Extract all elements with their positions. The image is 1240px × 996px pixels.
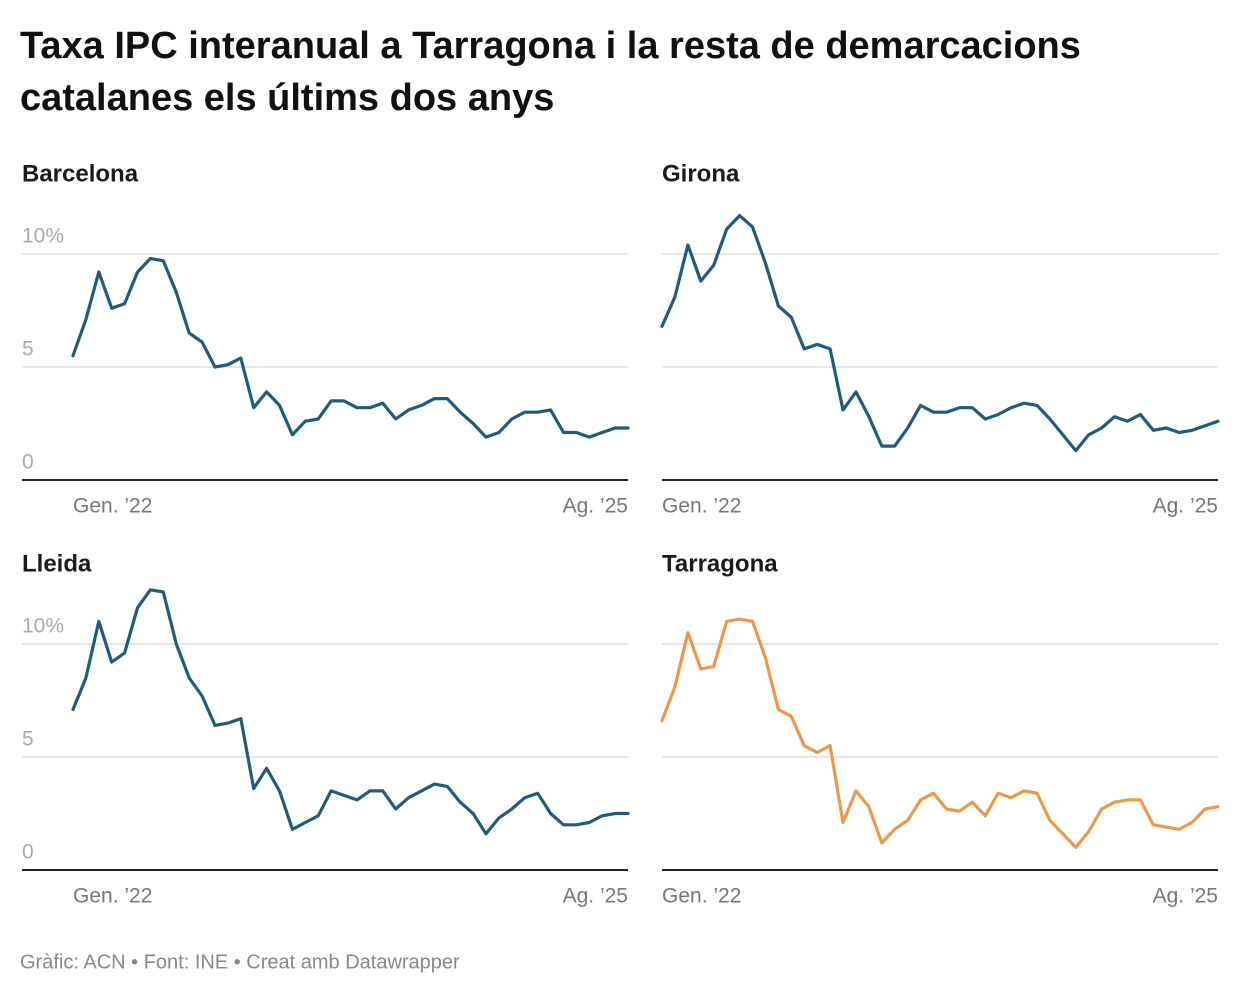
x-tick-label: Ag. ’25	[563, 495, 628, 518]
page-title: Taxa IPC interanual a Tarragona i la res…	[20, 25, 1081, 119]
x-tick-label: Gen. ’22	[662, 495, 741, 518]
y-tick-label: 0	[22, 451, 34, 474]
series-line	[660, 214, 1220, 453]
x-tick-label: Gen. ’22	[662, 885, 741, 908]
series-line	[71, 256, 630, 439]
y-tick-label: 5	[22, 338, 34, 361]
x-tick-label: Ag. ’25	[1153, 495, 1218, 518]
y-tick-label: 10%	[22, 615, 64, 638]
panel-title: Barcelona	[22, 160, 139, 187]
x-tick-label: Ag. ’25	[1153, 885, 1218, 908]
panel-title: Girona	[662, 160, 740, 187]
x-tick-label: Gen. ’22	[73, 495, 152, 518]
footer: Gràfic: ACN • Font: INE • Creat amb Data…	[20, 951, 460, 973]
x-tick-label: Gen. ’22	[73, 885, 152, 908]
series-line	[71, 588, 630, 836]
series-line	[660, 617, 1220, 849]
y-tick-label: 10%	[22, 225, 64, 248]
panel-title: Lleida	[22, 550, 92, 577]
x-tick-label: Ag. ’25	[563, 885, 628, 908]
y-tick-label: 5	[22, 728, 34, 751]
y-tick-label: 0	[22, 841, 34, 864]
panel-title: Tarragona	[662, 550, 778, 577]
